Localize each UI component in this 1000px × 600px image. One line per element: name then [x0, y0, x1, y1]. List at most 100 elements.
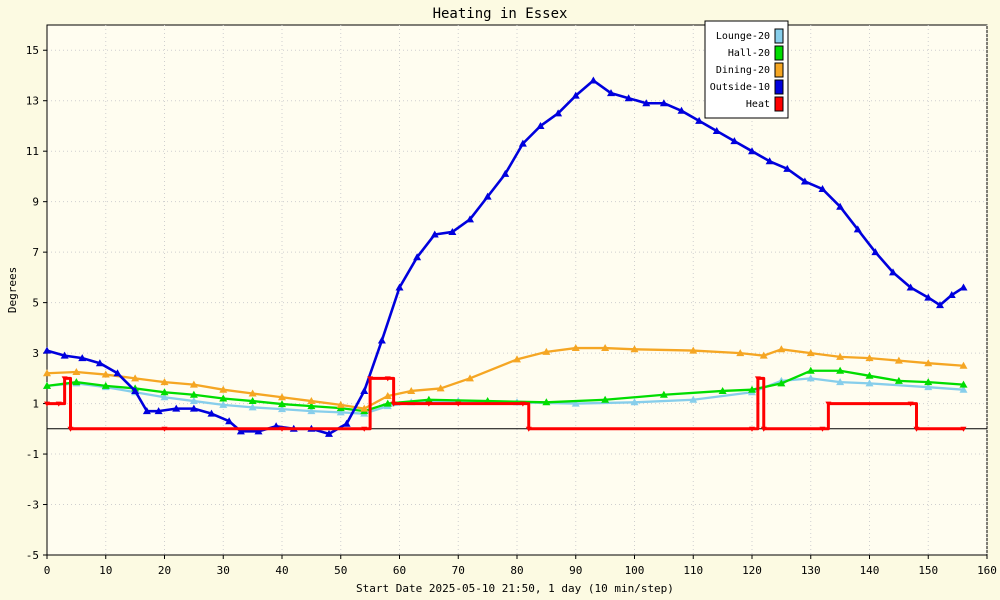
dining-20-point — [736, 349, 745, 357]
legend-label: Hall-20 — [728, 48, 770, 59]
outside-10-point — [536, 121, 545, 129]
dining-20-point — [101, 370, 110, 378]
chart-title: Heating in Essex — [433, 6, 568, 22]
hall-20-point — [101, 381, 110, 389]
dining-20-point — [383, 392, 392, 399]
heat-point — [455, 401, 462, 407]
heat-point — [754, 376, 761, 382]
dining-20-point — [894, 356, 903, 364]
lounge-20-point — [189, 397, 198, 405]
x-tick-label: 30 — [217, 564, 230, 577]
outside-10-point — [659, 99, 668, 107]
lounge-20-point — [219, 400, 228, 408]
hall-20-point — [894, 376, 903, 384]
outside-10-point — [853, 225, 862, 233]
lounge-20-point — [307, 407, 316, 415]
lounge-20-point — [278, 405, 286, 413]
x-tick-label: 90 — [569, 564, 582, 577]
heat-point — [67, 426, 74, 432]
y-tick-label: -1 — [26, 448, 39, 461]
outside-10-point — [172, 404, 181, 412]
heat-point — [390, 401, 397, 407]
x-tick-label: 70 — [452, 564, 465, 577]
lounge-20-point — [336, 408, 345, 416]
dining-20-point — [836, 352, 845, 360]
legend-label: Lounge-20 — [716, 31, 770, 42]
hall-20-point — [383, 399, 392, 407]
lounge-20-point — [630, 398, 639, 406]
heat-point — [960, 426, 967, 432]
dining-20-point — [959, 361, 968, 369]
x-tick-label: 60 — [393, 564, 406, 577]
outside-10-point — [395, 283, 404, 291]
dining-20-point — [336, 400, 345, 408]
dining-20-point — [278, 393, 286, 401]
dining-20-point — [360, 404, 369, 412]
y-tick-label: 1 — [32, 398, 39, 411]
outside-10-point — [712, 127, 721, 134]
hall-20-point — [542, 398, 551, 406]
dining-20-point — [924, 359, 933, 367]
hall-20-point — [278, 400, 286, 408]
dining-20-point — [806, 349, 815, 357]
x-tick-label: 100 — [625, 564, 645, 577]
y-tick-label: -5 — [26, 549, 39, 562]
outside-10-point — [501, 169, 510, 177]
outside-10-point — [959, 283, 968, 291]
dining-20-point — [307, 397, 316, 405]
lounge-20-point — [924, 383, 933, 391]
outside-10-point — [571, 91, 580, 99]
y-axis-label: Degrees — [6, 267, 19, 313]
hall-20-point — [424, 395, 433, 403]
outside-10-point — [448, 227, 457, 235]
heat-point — [749, 426, 755, 432]
outside-10-point — [554, 109, 563, 117]
heat-point — [825, 401, 832, 407]
outside-10-point — [695, 116, 704, 124]
y-tick-label: 13 — [26, 95, 39, 108]
legend-label: Heat — [746, 99, 770, 110]
dining-20-point — [601, 344, 610, 352]
lounge-20-point — [865, 379, 874, 387]
outside-10-point — [730, 137, 739, 145]
outside-10-point — [78, 354, 87, 362]
x-tick-label: 20 — [158, 564, 171, 577]
outside-10-point — [154, 407, 163, 415]
outside-10-point — [518, 139, 527, 147]
dining-20-point — [759, 351, 768, 359]
dining-20-point — [513, 355, 521, 363]
hall-20-point — [806, 366, 815, 374]
heat-point — [44, 401, 50, 407]
hall-20-point — [718, 386, 727, 394]
lounge-20-point — [689, 395, 698, 403]
outside-10-point — [642, 99, 651, 107]
hall-20-point — [924, 378, 933, 386]
heat-point — [760, 426, 767, 432]
dining-20-point — [865, 354, 874, 362]
legend-label: Dining-20 — [716, 65, 770, 76]
legend-swatch — [774, 62, 784, 78]
outside-10-point — [889, 268, 897, 276]
outside-10-point — [765, 157, 774, 165]
outside-10-point — [483, 192, 492, 200]
hall-20-point — [836, 366, 845, 374]
x-tick-label: 120 — [742, 564, 762, 577]
outside-10-point — [677, 106, 686, 114]
outside-10-point — [131, 386, 140, 394]
outside-10-point — [60, 351, 69, 359]
heat-point — [384, 376, 391, 382]
legend-box — [704, 20, 789, 119]
outside-10-point — [207, 409, 216, 417]
x-tick-label: 130 — [801, 564, 821, 577]
lounge-20-point — [806, 374, 815, 382]
y-tick-label: 3 — [32, 347, 39, 360]
outside-10-point — [225, 417, 234, 425]
heat-point — [519, 401, 526, 407]
heat-point — [425, 401, 432, 407]
dining-20-point — [131, 374, 140, 382]
outside-10-point — [836, 202, 845, 210]
hall-20-point — [248, 397, 257, 405]
outside-10-point — [783, 164, 792, 172]
x-tick-label: 160 — [977, 564, 997, 577]
hall-20-point — [72, 378, 81, 386]
